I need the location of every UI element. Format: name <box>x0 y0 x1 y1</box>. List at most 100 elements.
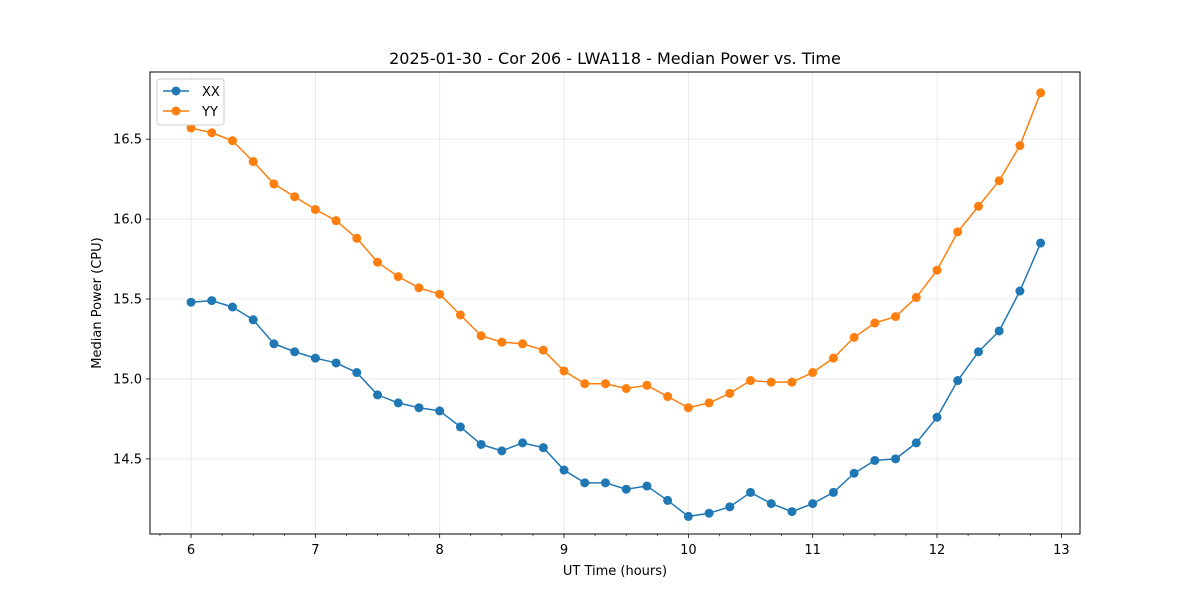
grid <box>150 72 1080 534</box>
data-point-yy <box>227 136 237 146</box>
y-tick-label: 16.0 <box>113 213 142 228</box>
data-point-yy <box>538 345 548 355</box>
data-point-yy <box>476 331 486 341</box>
data-point-yy <box>621 384 631 394</box>
x-axis-label: UT Time (hours) <box>563 564 667 579</box>
data-point-yy <box>1015 141 1025 151</box>
data-point-xx <box>600 478 610 488</box>
data-point-yy <box>953 227 963 237</box>
data-point-xx <box>973 347 983 357</box>
data-point-yy <box>331 216 341 226</box>
data-point-yy <box>248 157 258 167</box>
data-point-xx <box>207 296 217 306</box>
y-tick-label: 15.5 <box>113 293 142 308</box>
data-point-yy <box>725 388 735 398</box>
data-point-xx <box>538 443 548 453</box>
data-point-xx <box>725 502 735 512</box>
y-tick-label: 14.5 <box>113 452 142 467</box>
data-point-yy <box>870 318 880 328</box>
data-point-yy <box>497 337 507 347</box>
data-series <box>186 88 1046 521</box>
data-point-yy <box>373 257 383 267</box>
x-axis-ticks: 6 7 8 9 10 11 12 13 <box>159 534 1070 558</box>
data-point-xx <box>828 487 838 497</box>
data-point-xx <box>849 468 859 478</box>
data-point-yy <box>290 192 300 202</box>
data-point-xx <box>787 507 797 517</box>
data-point-yy <box>580 379 590 389</box>
data-point-yy <box>766 377 776 387</box>
data-point-xx <box>642 481 652 491</box>
data-point-yy <box>911 292 921 302</box>
data-point-xx <box>891 454 901 464</box>
data-point-xx <box>932 412 942 422</box>
data-point-xx <box>808 499 818 509</box>
x-tick-label: 7 <box>311 543 319 558</box>
data-point-yy <box>849 332 859 342</box>
plot-frame <box>149 71 1081 535</box>
data-point-xx <box>186 297 196 307</box>
data-point-xx <box>994 326 1004 336</box>
data-point-yy <box>455 310 465 320</box>
data-point-yy <box>186 123 196 133</box>
data-point-xx <box>870 455 880 465</box>
x-tick-label: 12 <box>929 543 946 558</box>
data-point-xx <box>580 478 590 488</box>
data-point-xx <box>497 446 507 456</box>
data-point-yy <box>414 283 424 293</box>
x-tick-label: 8 <box>436 543 444 558</box>
legend-marker-yy <box>171 106 181 116</box>
data-point-xx <box>518 438 528 448</box>
data-point-xx <box>373 390 383 400</box>
data-point-yy <box>663 392 673 402</box>
y-axis-label: Median Power (CPU) <box>90 237 105 368</box>
data-point-yy <box>683 403 693 413</box>
data-point-xx <box>435 406 445 416</box>
legend-label-xx: XX <box>202 85 220 100</box>
data-point-yy <box>518 339 528 349</box>
x-tick-label: 9 <box>560 543 568 558</box>
data-point-yy <box>973 201 983 211</box>
data-point-xx <box>290 347 300 357</box>
data-point-yy <box>352 233 362 243</box>
data-point-xx <box>227 302 237 312</box>
data-point-yy <box>642 380 652 390</box>
data-point-xx <box>1015 286 1025 296</box>
legend: XX YY <box>156 78 225 126</box>
data-point-xx <box>393 398 403 408</box>
data-point-xx <box>663 495 673 505</box>
chart-title: 2025-01-30 - Cor 206 - LWA118 - Median P… <box>389 49 841 68</box>
legend-marker-xx <box>171 86 181 96</box>
data-point-yy <box>891 312 901 322</box>
data-point-xx <box>683 511 693 521</box>
data-point-xx <box>269 339 279 349</box>
data-point-xx <box>704 508 714 518</box>
data-point-yy <box>435 289 445 299</box>
x-tick-label: 6 <box>187 543 195 558</box>
data-point-xx <box>1036 238 1046 248</box>
x-tick-label: 10 <box>680 543 697 558</box>
data-point-xx <box>455 422 465 432</box>
x-tick-label: 13 <box>1053 543 1070 558</box>
data-point-xx <box>331 358 341 368</box>
data-point-yy <box>787 377 797 387</box>
data-point-xx <box>911 438 921 448</box>
data-point-yy <box>207 128 217 138</box>
data-point-xx <box>559 465 569 475</box>
data-point-xx <box>476 439 486 449</box>
data-point-xx <box>310 353 320 363</box>
data-point-yy <box>932 265 942 275</box>
x-tick-label: 11 <box>804 543 821 558</box>
legend-label-yy: YY <box>201 105 218 120</box>
data-point-xx <box>414 403 424 413</box>
data-point-yy <box>704 398 714 408</box>
data-point-xx <box>746 487 756 497</box>
data-point-yy <box>808 368 818 378</box>
data-point-yy <box>600 379 610 389</box>
data-point-xx <box>766 499 776 509</box>
data-point-xx <box>248 315 258 325</box>
y-axis-ticks: 14.5 15.0 15.5 16.0 16.5 <box>113 133 150 467</box>
y-tick-label: 16.5 <box>113 133 142 148</box>
data-point-yy <box>269 179 279 189</box>
